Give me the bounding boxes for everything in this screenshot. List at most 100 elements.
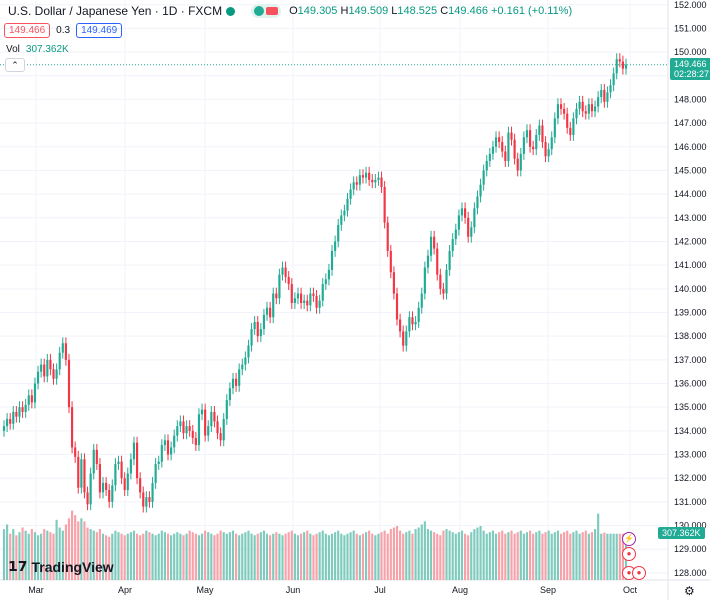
volume-bar [92,530,95,580]
candle-body [98,464,102,493]
candle-body [541,125,544,143]
candle-body [64,343,67,360]
x-tick-label: Oct [623,585,638,595]
volume-bar [377,533,380,580]
volume-bar [498,532,501,580]
candle-body [281,267,284,275]
candle-body [513,139,516,159]
volume-bar [485,533,488,580]
candle-body [290,284,293,304]
candle-body [525,130,529,138]
candle-body [67,359,71,408]
candle-body [21,407,24,412]
y-tick-label: 137.000 [674,355,707,365]
volume-bar [284,533,287,580]
gear-icon[interactable]: ⚙ [684,584,695,598]
volume-bar [433,532,436,580]
volume-bar [541,533,544,580]
event-flag-icon[interactable]: ● [622,547,636,561]
y-tick-label: 139.000 [674,307,707,317]
volume-bar [473,529,476,580]
market-open-dot-icon [226,6,236,16]
candle-body [250,329,253,346]
volume-bar [334,532,337,580]
volume-bar [86,527,89,580]
volume-bar [67,518,71,580]
candle-body [436,248,439,275]
trade-toggle[interactable] [251,4,282,18]
volume-bar [337,530,340,580]
volume-bar [457,532,460,580]
candle-body [479,184,482,197]
volume-bar [417,527,420,580]
candle-body [334,241,337,251]
candle-body [293,298,296,304]
volume-bar [532,533,535,580]
volume-bar [606,533,609,580]
volume-bar [460,530,464,580]
volume-bar [361,533,365,580]
candle-body [275,293,278,299]
volume-bar [383,530,386,580]
candle-body [92,449,95,474]
volume-bar [442,530,445,580]
candle-body [386,222,389,251]
volume-bar [488,532,491,580]
candle-body [222,419,225,441]
candle-body [61,343,64,353]
volume-bar [235,533,238,580]
candle-body [448,250,451,270]
volume-bar [405,532,408,580]
y-tick-label: 143.000 [674,213,707,223]
volume-bar [501,530,504,580]
buy-button[interactable]: 149.469 [76,23,123,38]
candle-body [278,274,281,299]
candle-body [157,461,160,464]
candle-body [587,104,590,114]
candle-body [179,421,182,427]
candle-body [176,426,179,436]
volume-bar [470,532,473,580]
volume-bar [259,532,262,580]
volume-bar [117,532,120,580]
volume-bar [95,532,98,580]
y-tick-label: 131.000 [674,497,707,507]
volume-bar [584,530,587,580]
y-tick-label: 142.000 [674,236,707,246]
volume-bar [516,532,519,580]
symbol-title[interactable]: U.S. Dollar / Japanese Yen · 1D · FXCM [8,4,223,18]
candle-body [287,276,290,285]
volume-bar [315,533,318,580]
candle-body [439,274,442,289]
volume-bar [395,526,399,580]
collapse-legend-chevron-up-icon[interactable]: ⌃ [5,58,25,72]
event-circle-icon-2[interactable]: ● [632,566,646,580]
volume-bar [231,530,235,580]
candle-body [55,369,58,379]
tradingview-logo[interactable]: 𝟭𝟳 TradingView [8,558,114,575]
candle-body [516,158,519,171]
volume-bar [160,530,163,580]
last-price-tag-value: 149.466 [674,59,707,69]
y-tick-label: 135.000 [674,402,707,412]
y-tick-label: 132.000 [674,473,707,483]
toggle-knob-icon [254,6,265,16]
volume-bar [204,530,207,580]
y-tick-label: 148.000 [674,94,707,104]
candle-body [593,106,597,112]
candle-body [451,239,454,251]
event-lightning-icon[interactable]: ⚡ [622,532,636,546]
tradingview-mark-icon: 𝟭𝟳 [8,558,28,574]
volume-bar [30,529,33,580]
candle-body [30,395,33,403]
candle-body [306,300,309,306]
volume-bar [40,533,43,580]
volume-bar [423,521,426,580]
close-value: 149.466 [448,5,488,17]
volume-bar [58,527,61,580]
candle-body [241,364,244,370]
x-tick-label: Apr [118,585,132,595]
sell-button[interactable]: 149.466 [4,23,51,38]
candle-body [74,447,77,457]
